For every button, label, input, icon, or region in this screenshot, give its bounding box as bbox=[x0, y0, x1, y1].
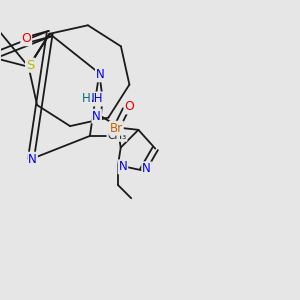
Text: O: O bbox=[21, 32, 31, 45]
Text: N: N bbox=[96, 68, 105, 81]
Text: NH: NH bbox=[85, 92, 103, 106]
Text: O: O bbox=[125, 100, 135, 113]
Text: S: S bbox=[26, 59, 34, 72]
Text: N: N bbox=[92, 110, 101, 123]
Text: N: N bbox=[142, 162, 151, 175]
Text: CH₃: CH₃ bbox=[107, 131, 127, 141]
Text: N: N bbox=[118, 160, 127, 173]
Text: H: H bbox=[82, 92, 91, 106]
Text: N: N bbox=[28, 153, 37, 166]
Text: Br: Br bbox=[110, 122, 123, 135]
